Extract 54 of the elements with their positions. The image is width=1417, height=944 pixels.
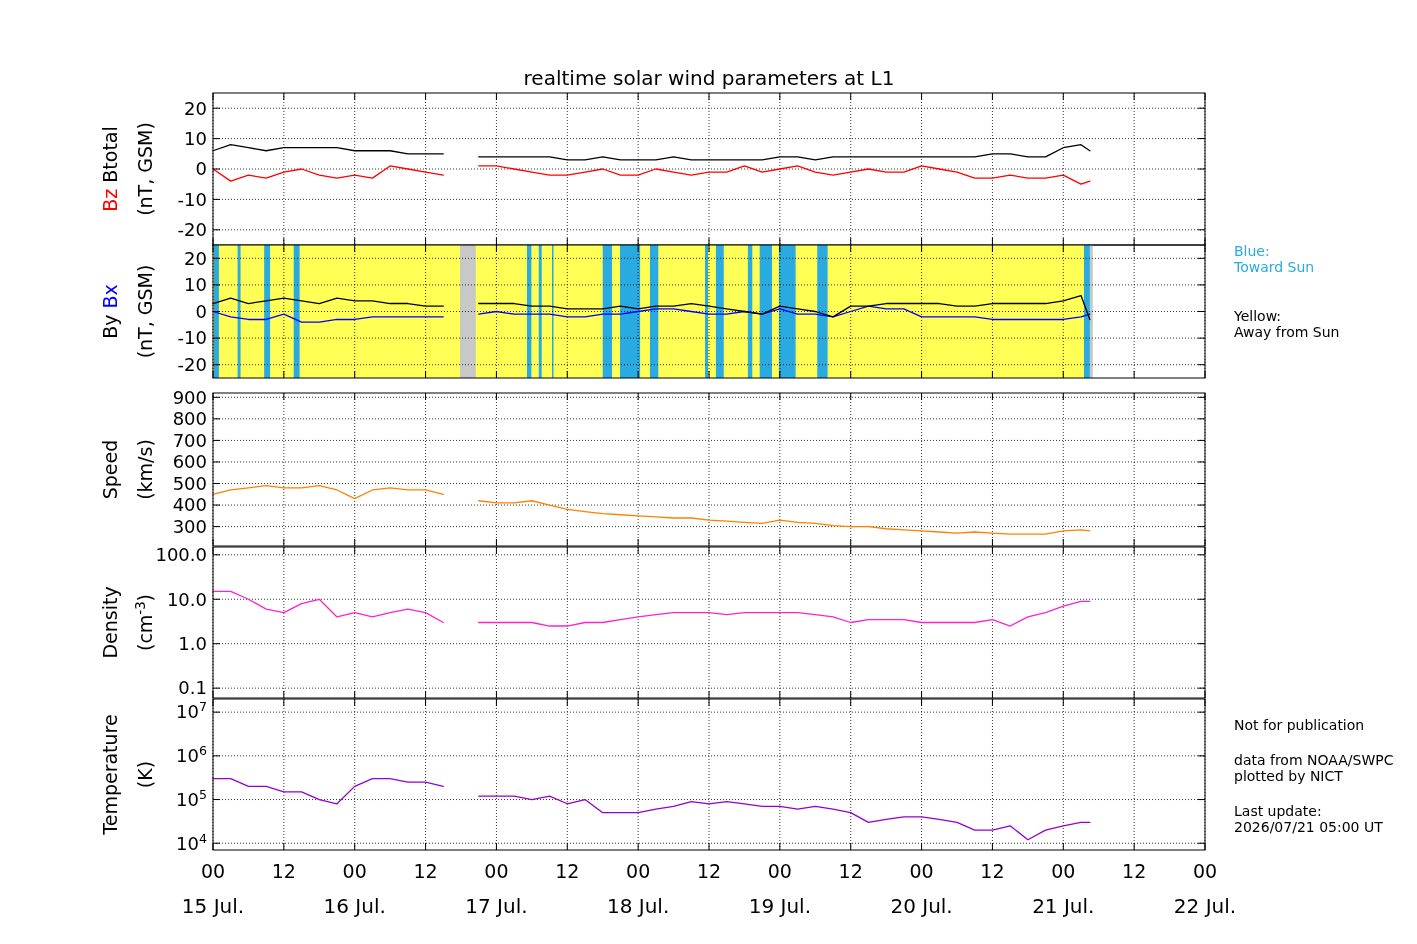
x-tick-label: 12 [838,860,863,882]
y-tick-label: 0 [195,158,207,180]
y-tick-label: 10 [184,274,207,296]
y-axis-title: Speed (km/s) [98,439,156,500]
y-tick-label: -20 [177,219,207,241]
y-tick-label: 800 [172,408,207,430]
y-tick-label: 10$^{7}$ [176,698,207,723]
x-tick-label: 00 22 Jul. [1173,860,1237,918]
y-tick-label: 10$^{4}$ [176,830,207,854]
y-tick-label: 300 [172,515,207,537]
text: data from NOAA/SWPC plotted by NICT [1234,752,1394,784]
x-tick-label: 00 16 Jul. [323,860,386,918]
y-tick-label: 0.1 [178,677,207,699]
x-tick-label: 12 [271,860,296,882]
y-tick-label: 20 [184,97,207,119]
y-tick-label: 500 [172,472,207,494]
y-tick-label: 400 [172,494,207,516]
y-tick-label: -20 [177,354,207,375]
y-tick-label: 10 [184,127,207,149]
y-tick-label: 0 [195,300,207,322]
y-tick-label: 10$^{6}$ [176,742,207,767]
y-tick-label: 10.0 [166,588,207,610]
text: Bz [98,188,121,212]
y-tick-label: -10 [177,188,207,210]
text: Last update: 2026/07/21 05:00 UT [1234,803,1384,835]
y-tick-label: 900 [172,386,207,408]
x-tick-label: 00 21 Jul. [1032,860,1095,918]
text: By [98,314,121,339]
x-tick-label: 12 [1122,860,1147,882]
x-tick-label: 00 17 Jul. [465,860,528,918]
x-tick-label: 12 [980,860,1005,882]
band-label: Blue: Toward Sun [1233,243,1315,275]
y-tick-label: 700 [172,429,207,451]
text: Not for publication [1234,717,1365,733]
y-tick-label: 1.0 [178,633,207,654]
y-axis-title: (nT, GSM) [133,264,156,359]
text: Yellow: Away from Sun [1233,308,1340,340]
y-axis-title: Temperature (K) [98,714,156,836]
x-tick-label: 00 19 Jul. [748,860,812,918]
y-tick-label: -10 [177,327,207,349]
y-tick-label: 20 [184,247,207,269]
x-tick-label: 00 15 Jul. [181,860,245,918]
x-tick-label: 12 [413,860,438,882]
text: Bx [98,284,121,315]
chart-title: realtime solar wind parameters at L1 [523,66,895,90]
x-tick-label: 12 [555,860,580,882]
y-tick-label: 600 [172,451,207,473]
y-axis-title: (nT, GSM) [133,122,156,216]
x-tick-label: 00 18 Jul. [606,860,670,918]
text: Btotal [98,126,121,189]
x-tick-label: 00 20 Jul. [890,860,953,918]
y-tick-label: 10$^{5}$ [176,786,207,810]
y-tick-label: 100.0 [155,544,207,566]
x-tick-label: 12 [696,860,722,882]
